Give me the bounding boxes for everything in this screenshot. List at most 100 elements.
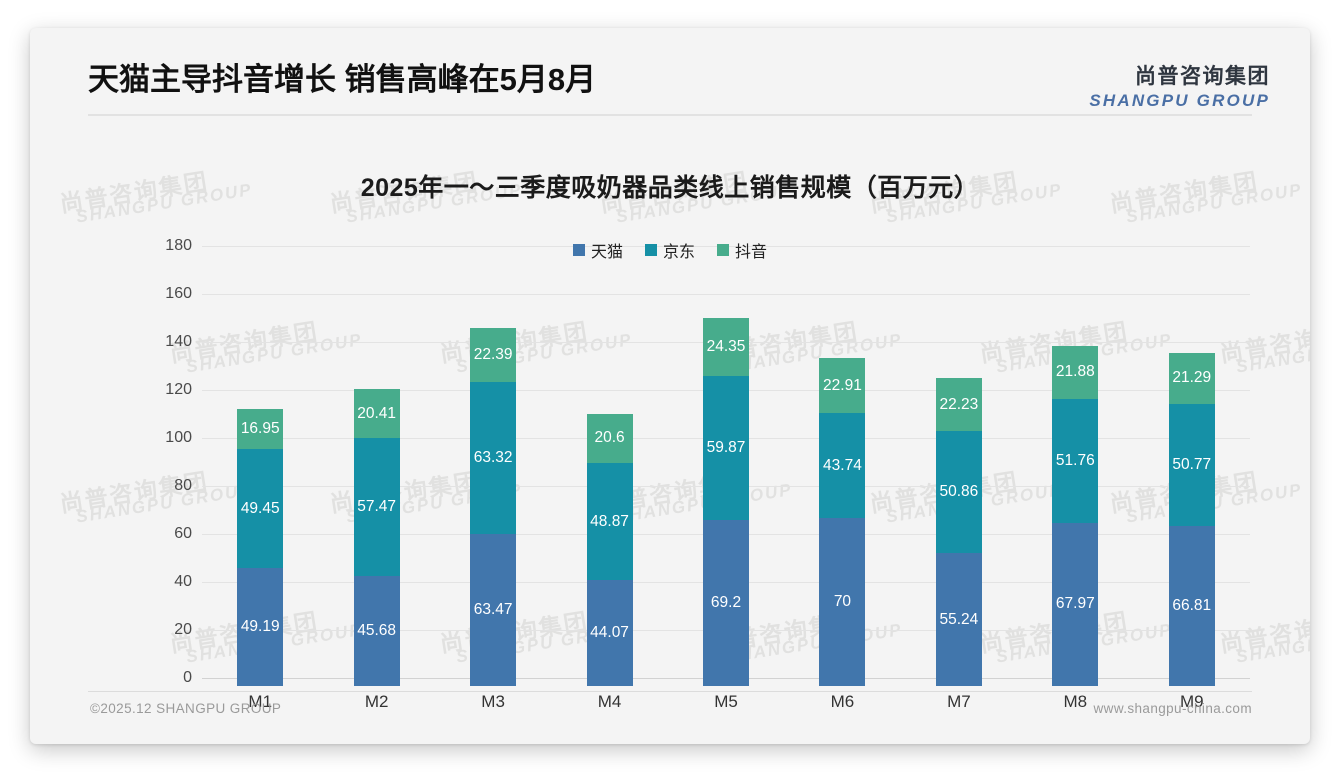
x-axis-label-M9: M9 [1179, 692, 1204, 711]
bar-segment-抖音-M3[interactable]: 22.39 [470, 328, 517, 382]
y-axis-tick-label: 100 [165, 429, 192, 446]
bar-segment-京东-M1[interactable]: 49.45 [237, 449, 284, 568]
bar-value-label: 49.19 [240, 617, 280, 635]
legend-label: 天猫 [590, 244, 623, 261]
gridline [202, 294, 1250, 295]
bar-segment-京东-M7[interactable]: 50.86 [935, 431, 982, 554]
legend-label: 抖音 [735, 244, 768, 261]
bar-segment-抖音-M8[interactable]: 21.88 [1052, 346, 1099, 399]
x-axis-label-M6: M6 [830, 692, 855, 711]
bar-value-label: 51.76 [1055, 451, 1095, 469]
x-axis-label-M4: M4 [597, 692, 622, 711]
bar-segment-京东-M6[interactable]: 43.74 [819, 413, 866, 518]
bar-segment-京东-M3[interactable]: 63.32 [470, 381, 517, 534]
bar-value-label: 43.74 [823, 456, 862, 474]
bar-series-container: 16.95 49.45 49.19 20.41 57.47 45.68 22.39 63.32… [202, 246, 1250, 686]
legend-item-抖音[interactable]: 抖音 [717, 238, 767, 262]
bar-segment-抖音-M1[interactable]: 16.95 [237, 408, 284, 450]
page-title: 天猫主导抖音增长 销售高峰在5月8月 [88, 62, 597, 97]
bar-segment-抖音-M9[interactable]: 21.29 [1168, 352, 1215, 404]
bar-group-M3[interactable]: 22.39 63.32 63.47 [470, 328, 517, 686]
bar-value-label: 67.97 [1055, 595, 1095, 613]
y-axis-tick-label: 160 [165, 285, 192, 302]
bar-segment-天猫-M4[interactable]: 44.07 [586, 580, 633, 686]
x-axis-label-M7: M7 [947, 692, 971, 711]
bar-segment-天猫-M3[interactable]: 63.47 [470, 533, 517, 686]
bar-segment-抖音-M5[interactable]: 24.35 [703, 317, 749, 377]
bar-value-label: 16.95 [240, 419, 280, 437]
bar-group-M1[interactable]: 16.95 49.45 49.19 [237, 408, 284, 686]
chart-title: 2025年一～三季度吸奶器品类线上销售规模（百万元） [360, 174, 980, 202]
bar-value-label: 20.6 [594, 429, 625, 447]
y-axis-tick-label: 180 [165, 237, 192, 254]
legend-swatch-icon [644, 244, 657, 256]
bar-segment-京东-M9[interactable]: 50.77 [1168, 403, 1215, 526]
bar-value-label: 69.2 [710, 593, 742, 611]
bar-value-label: 21.88 [1055, 363, 1095, 381]
bar-segment-抖音-M4[interactable]: 20.6 [586, 413, 633, 463]
bar-value-label: 22.39 [473, 345, 513, 363]
legend-item-京东[interactable]: 京东 [644, 238, 695, 262]
y-axis-tick-label: 40 [174, 573, 192, 590]
footer-divider [88, 691, 1252, 692]
slide-canvas: 尚普咨询集团 SHANGPU GROUP 尚普咨询集团 SHANGPU GROUP 尚普… [30, 28, 1310, 744]
legend-swatch-icon [717, 244, 729, 256]
bar-segment-天猫-M6[interactable]: 70 [819, 518, 866, 686]
y-axis-tick-label: 0 [183, 669, 192, 686]
logo-english-text: SHANGPU GROUP [1089, 91, 1270, 110]
y-axis-tick-label: 140 [165, 333, 192, 350]
bar-value-label: 70 [833, 593, 852, 610]
bar-value-label: 22.23 [939, 395, 979, 413]
chart-plot-area: 180 160 140 120 100 80 60 40 20 0 16.95 49.45 49.19… [130, 237, 1260, 711]
bar-value-label: 45.68 [357, 622, 397, 640]
bar-segment-京东-M2[interactable]: 57.47 [353, 438, 400, 577]
bar-value-label: 55.24 [939, 610, 979, 628]
bar-value-label: 44.07 [590, 624, 629, 642]
bar-segment-天猫-M1[interactable]: 49.19 [237, 567, 284, 686]
bar-segment-天猫-M2[interactable]: 45.68 [353, 576, 400, 686]
bar-group-M7[interactable]: 22.23 50.86 55.24 [935, 378, 982, 686]
bar-value-label: 21.29 [1172, 369, 1212, 387]
x-axis-label-M2: M2 [364, 692, 389, 711]
bar-group-M2[interactable]: 20.41 57.47 45.68 [353, 389, 400, 686]
bar-value-label: 57.47 [357, 498, 397, 516]
bar-value-label: 24.35 [706, 338, 746, 356]
y-axis-tick-label: 60 [174, 525, 192, 542]
bar-group-M4[interactable]: 20.6 48.87 44.07 [586, 413, 633, 686]
bar-value-label: 20.41 [357, 404, 397, 422]
logo-chinese-text: 尚普咨询集团 [1135, 65, 1270, 88]
bar-value-label: 49.45 [240, 499, 280, 517]
header-divider [88, 114, 1252, 116]
bar-segment-天猫-M5[interactable]: 69.2 [703, 519, 749, 686]
footer-website: www.shangpu-china.com [1093, 701, 1252, 716]
footer-copyright: ©2025.12 SHANGPU GROUP [90, 701, 282, 716]
bar-value-label: 22.91 [823, 376, 862, 394]
bar-value-label: 59.87 [706, 439, 746, 457]
bar-value-label: 48.87 [590, 512, 629, 530]
bar-group-M5[interactable]: 24.35 59.87 69.2 [703, 317, 749, 686]
bar-segment-京东-M5[interactable]: 59.87 [703, 376, 749, 520]
bar-value-label: 50.77 [1172, 455, 1212, 473]
bar-group-M9[interactable]: 21.29 50.77 66.81 [1168, 352, 1215, 686]
bar-segment-天猫-M7[interactable]: 55.24 [935, 553, 982, 686]
brand-logo: 尚普咨询集团 SHANGPU GROUP [1089, 60, 1270, 111]
x-axis-label-M1: M1 [248, 692, 273, 711]
slide-header: 天猫主导抖音增长 销售高峰在5月8月 尚普咨询集团 SHANGPU GROUP [30, 28, 1310, 116]
legend-label: 京东 [662, 244, 695, 261]
bar-segment-天猫-M8[interactable]: 67.97 [1052, 522, 1099, 686]
y-axis-tick-label: 80 [174, 477, 192, 494]
bar-segment-抖音-M7[interactable]: 22.23 [935, 378, 982, 432]
bar-segment-抖音-M6[interactable]: 22.91 [819, 358, 866, 414]
bar-group-M8[interactable]: 21.88 51.76 67.97 [1052, 346, 1099, 686]
legend-item-天猫[interactable]: 天猫 [572, 238, 623, 262]
bar-value-label: 63.47 [473, 600, 513, 618]
bar-segment-天猫-M9[interactable]: 66.81 [1168, 525, 1215, 686]
bar-segment-京东-M4[interactable]: 48.87 [586, 462, 633, 581]
bar-group-M6[interactable]: 22.91 43.74 70 [819, 358, 866, 686]
bar-value-label: 63.32 [473, 448, 513, 466]
chart-legend: 天猫 京东 抖音 [30, 238, 1310, 262]
bar-segment-京东-M8[interactable]: 51.76 [1052, 398, 1099, 523]
bar-segment-抖音-M2[interactable]: 20.41 [353, 389, 400, 439]
legend-swatch-icon [572, 244, 585, 256]
bar-value-label: 66.81 [1172, 596, 1212, 614]
